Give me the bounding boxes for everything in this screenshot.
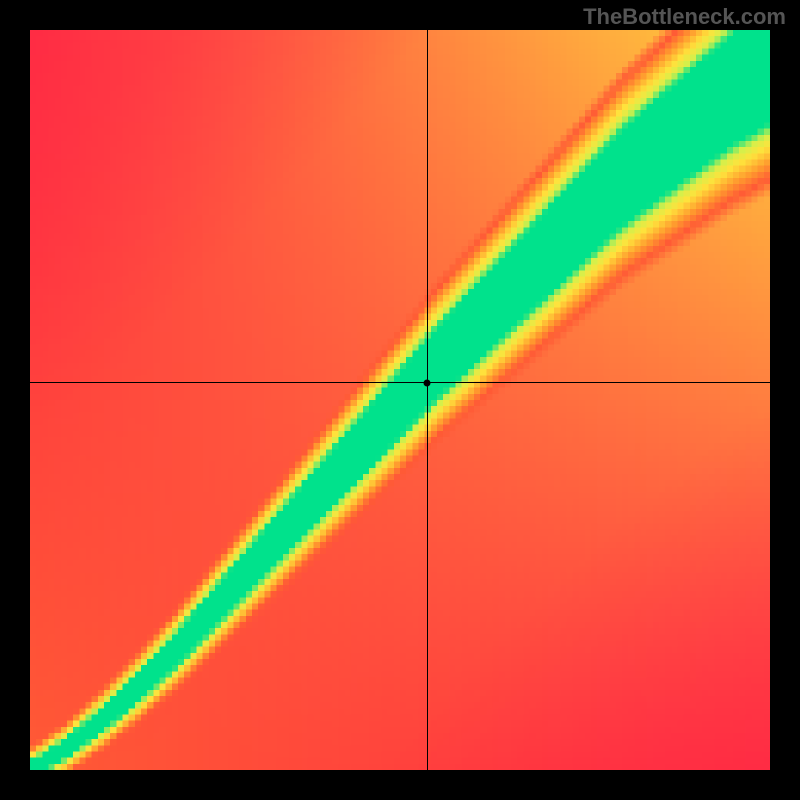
chart-container: TheBottleneck.com bbox=[0, 0, 800, 800]
crosshair-horizontal bbox=[30, 382, 770, 383]
plot-frame bbox=[0, 0, 800, 800]
heatmap-canvas bbox=[30, 30, 770, 770]
crosshair-vertical bbox=[427, 30, 428, 770]
watermark-text: TheBottleneck.com bbox=[583, 4, 786, 30]
crosshair-marker-dot bbox=[424, 379, 431, 386]
